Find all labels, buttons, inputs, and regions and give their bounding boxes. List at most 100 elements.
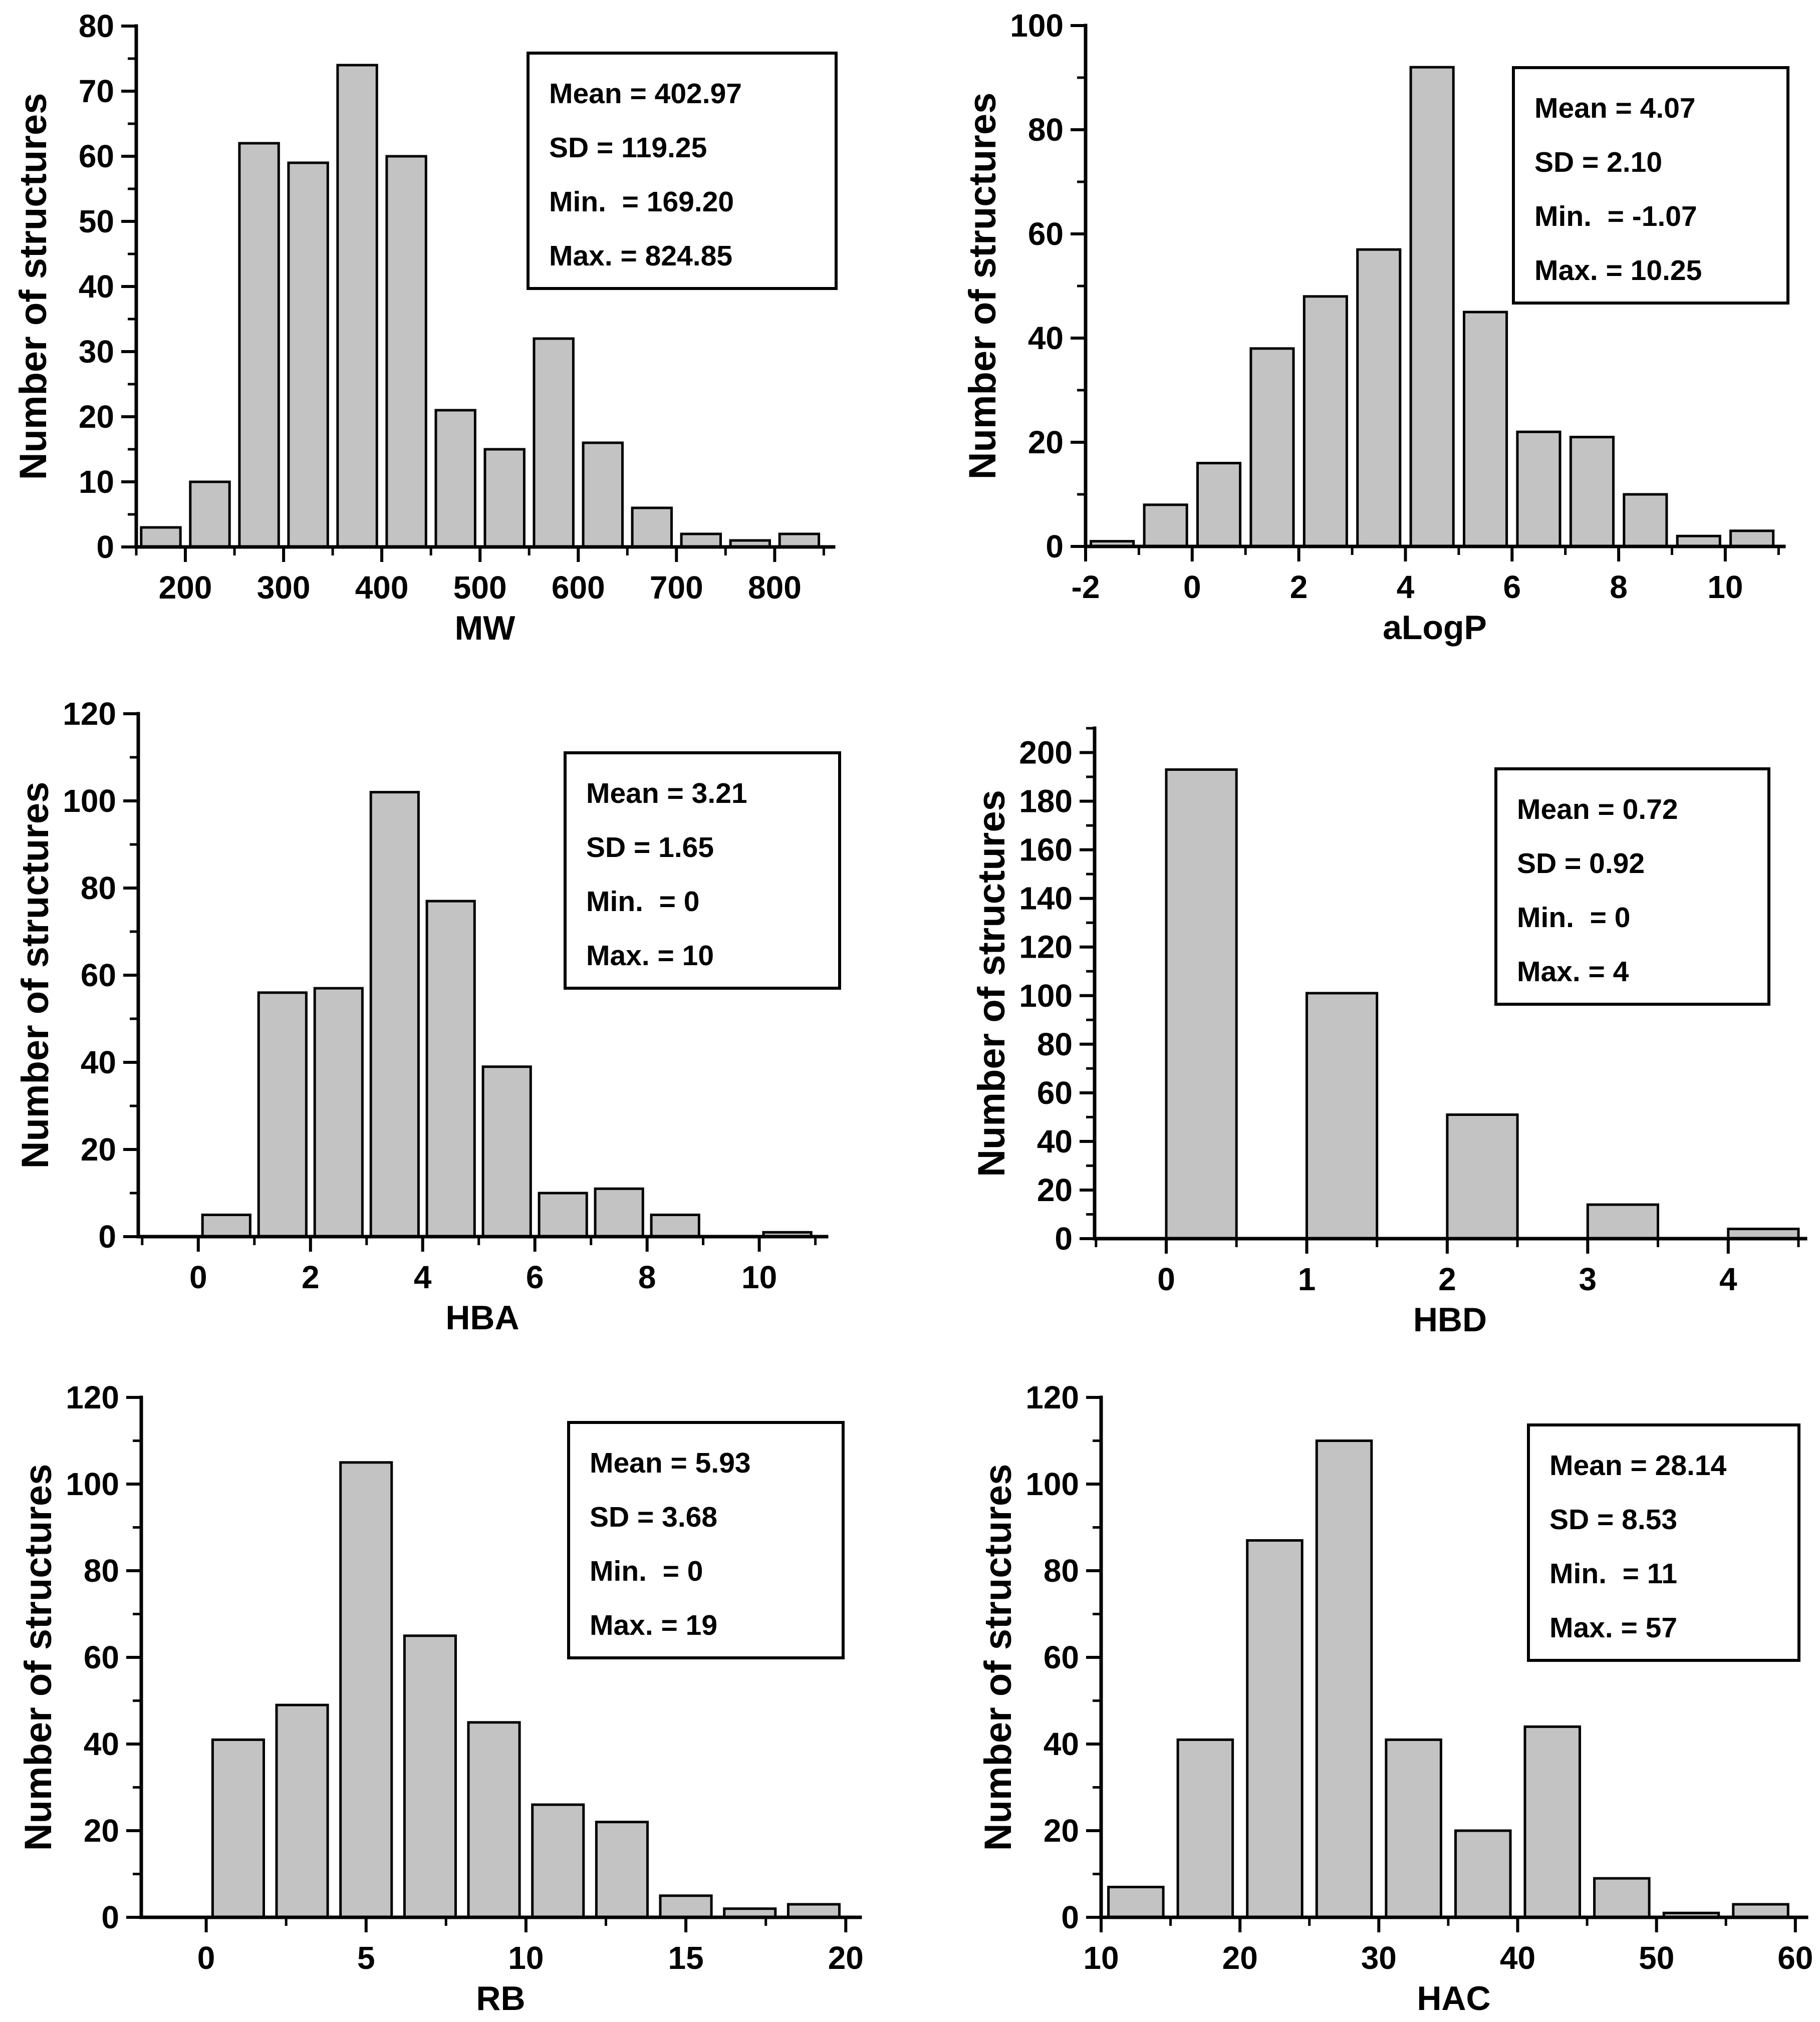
stats-box: Mean = 402.97 SD = 119.25 Min. = 169.20 Max…: [527, 52, 838, 290]
y-tick-label: 0: [101, 1899, 119, 1935]
stats-box: Mean = 5.93 SD = 3.68 Min. = 0 Max. = 19: [567, 1421, 845, 1659]
x-tick-label: 8: [638, 1259, 656, 1295]
histogram-bar: [1732, 1903, 1789, 1919]
x-tick-label: 500: [453, 569, 507, 606]
y-tick-label: 160: [1019, 832, 1073, 868]
y-tick-label: 80: [1037, 1026, 1073, 1062]
y-tick-label: 100: [1010, 8, 1064, 44]
histogram-bar: [1385, 1738, 1442, 1919]
y-tick-label: 40: [81, 1044, 116, 1080]
x-tick-label: 800: [748, 569, 802, 606]
histogram-bar: [140, 526, 182, 548]
x-tick-label: 50: [1639, 1940, 1674, 1976]
histogram-bar: [1446, 1113, 1519, 1240]
histogram-bar: [1246, 1539, 1304, 1919]
x-tick-label: 10: [1083, 1940, 1119, 1976]
x-tick-label: 20: [1222, 1940, 1258, 1976]
histogram-bar: [403, 1634, 457, 1919]
x-tick-label: 10: [741, 1259, 777, 1295]
y-tick-label: 140: [1019, 881, 1073, 917]
stats-line: Max. = 10: [586, 940, 714, 972]
y-axis-title: Number of structures: [970, 790, 1013, 1177]
y-tick-label: 100: [66, 1466, 119, 1502]
histogram-bar: [1729, 529, 1775, 548]
histogram-bar: [189, 480, 231, 548]
y-tick-label: 20: [1044, 1813, 1079, 1849]
histogram-bar: [582, 441, 624, 548]
x-tick-label: 0: [1157, 1261, 1175, 1297]
bars-group: [140, 64, 821, 548]
stats-line: Max. = 824.85: [549, 240, 732, 272]
stats-line: Mean = 5.93: [590, 1447, 751, 1479]
histogram-bar: [659, 1894, 713, 1919]
x-axis-title: aLogP: [1383, 609, 1487, 647]
x-tick-label: 6: [526, 1259, 544, 1295]
y-axis-title: Number of structures: [977, 1464, 1019, 1851]
y-tick-label: 60: [1044, 1639, 1079, 1675]
bars-group: [211, 1461, 841, 1919]
histogram-bar: [778, 532, 821, 548]
stats-box-border: [1527, 1423, 1800, 1662]
stats-box-border: [527, 52, 838, 290]
x-tick-label: 0: [189, 1259, 207, 1295]
histogram-bar: [1315, 1439, 1373, 1919]
histogram-bar: [538, 1192, 588, 1238]
panel-rb: 0 5 10 15 20 0 20 40 60 80 100 120 RB Number of struc…: [0, 1347, 910, 2022]
tick-labels-group: 200 300 400 500 600 700 800 0 10 20 30 40 50 60 70 80: [79, 8, 802, 606]
x-tick-label: 300: [257, 569, 311, 606]
x-tick-label: 400: [355, 569, 409, 606]
x-tick-label: 40: [1500, 1940, 1535, 1976]
stats-line: Min. = 11: [1549, 1558, 1677, 1590]
stats-line: SD = 0.92: [1517, 847, 1645, 880]
x-tick-label: 4: [1719, 1261, 1737, 1297]
panel-alogp: -2 0 2 4 6 8 10 0 20 40 60 80 100 aLogP Number of stru…: [910, 0, 1820, 674]
histogram-bar: [425, 900, 476, 1238]
x-tick-label: 0: [1183, 569, 1201, 605]
bars-group: [1165, 768, 1800, 1240]
y-tick-label: 80: [1044, 1553, 1079, 1589]
x-tick-label: 10: [1707, 569, 1743, 605]
x-tick-label: 600: [552, 569, 605, 606]
x-tick-label: 10: [508, 1940, 544, 1976]
x-tick-label: 200: [159, 569, 212, 606]
x-tick-label: 0: [197, 1940, 215, 1976]
histogram-bar: [313, 987, 364, 1238]
stats-box-border: [1512, 66, 1789, 305]
x-tick-label: 8: [1610, 569, 1628, 605]
x-tick-label: 30: [1361, 1940, 1397, 1976]
histogram-bar: [369, 791, 420, 1238]
histogram-bar: [287, 161, 329, 548]
rb-histogram-chart: 0 5 10 15 20 0 20 40 60 80 100 120 RB Number of struc…: [17, 1379, 864, 2017]
y-tick-label: 80: [79, 8, 114, 44]
histogram-bar: [1454, 1829, 1512, 1919]
histogram-bar: [1586, 1203, 1660, 1240]
x-tick-label: 15: [668, 1940, 704, 1976]
x-axis-title: MW: [455, 609, 516, 647]
ticks-group: [126, 1396, 848, 1932]
y-tick-label: 200: [1019, 735, 1073, 771]
histogram-bar: [1306, 992, 1379, 1240]
y-tick-label: 0: [96, 529, 114, 565]
stats-box: Mean = 28.14 SD = 8.53 Min. = 11 Max. = 57: [1527, 1423, 1800, 1662]
ticks-group: [121, 25, 825, 562]
x-tick-label: 20: [828, 1940, 864, 1976]
y-axis-title: Number of structures: [14, 782, 57, 1169]
x-tick-label: 4: [414, 1259, 432, 1295]
y-tick-label: 70: [79, 73, 114, 109]
histogram-bar: [1463, 311, 1508, 548]
stats-line: Mean = 3.21: [586, 777, 747, 809]
y-tick-label: 60: [79, 138, 114, 174]
bars-group: [201, 791, 813, 1238]
histogram-bar: [467, 1721, 521, 1919]
y-axis-title: Number of structures: [17, 1464, 60, 1851]
histogram-bar: [238, 142, 280, 548]
y-tick-label: 40: [1028, 320, 1064, 356]
x-tick-label: 4: [1397, 569, 1415, 605]
x-tick-label: 5: [357, 1940, 375, 1976]
histogram-bar: [1623, 493, 1668, 548]
histogram-bar: [483, 448, 526, 548]
y-tick-label: 40: [79, 268, 114, 305]
